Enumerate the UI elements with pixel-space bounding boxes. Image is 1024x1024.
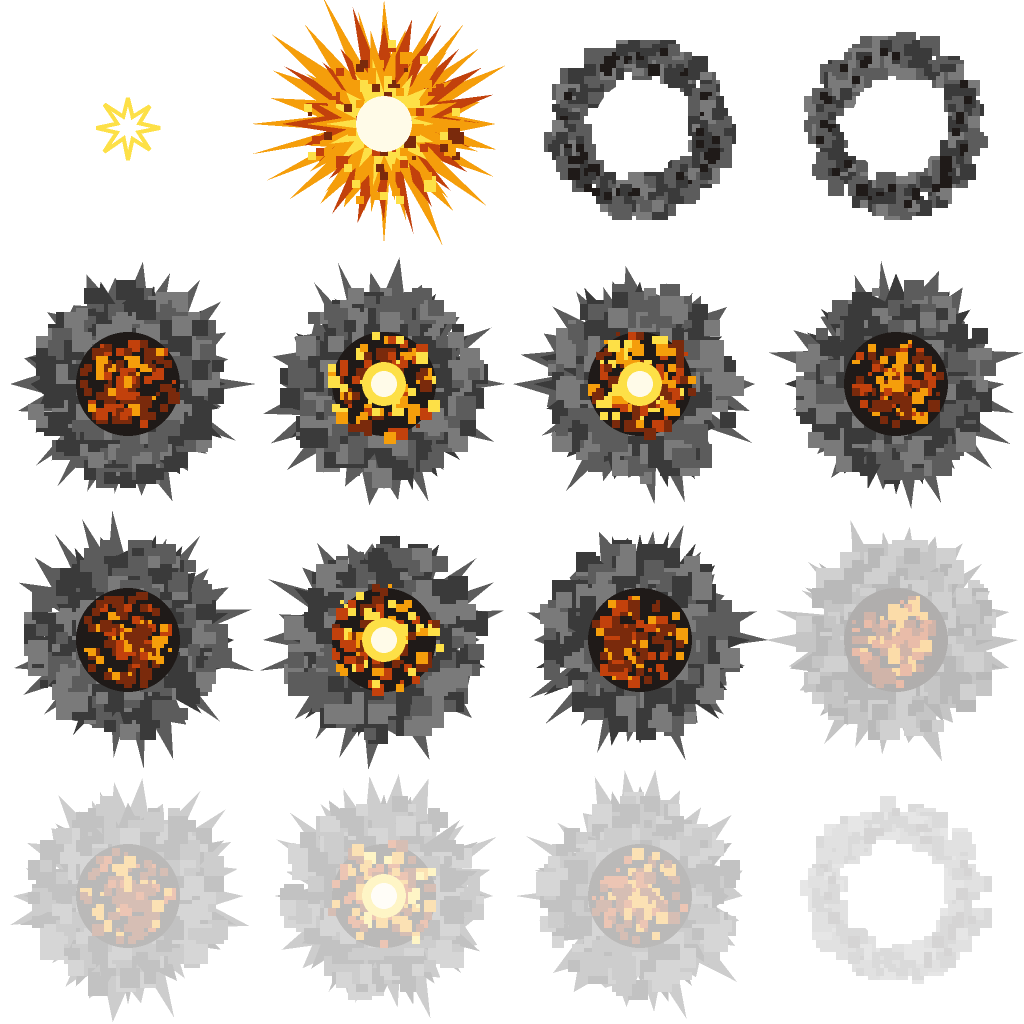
smoke-burst-icon (10, 778, 250, 1023)
explosion-frame (256, 768, 512, 1024)
explosion-frame (256, 256, 512, 512)
explosion-frame (512, 0, 768, 256)
smoke-burst-icon (515, 769, 743, 1019)
smoke-burst-icon (259, 535, 505, 770)
smoke-burst-icon (274, 774, 497, 1019)
explosion-frame (0, 256, 256, 512)
explosion-frame (512, 512, 769, 768)
explosion-frame (512, 768, 768, 1024)
smoke-burst-icon (10, 261, 256, 502)
spark-star-icon (95, 97, 161, 161)
smoke-burst-icon (527, 524, 769, 761)
fireball-icon (250, 0, 506, 247)
explosion-frame (0, 768, 256, 1024)
explosion-frame (250, 0, 512, 256)
explosion-frame (768, 768, 1024, 1024)
smoke-ring-icon (800, 796, 992, 984)
smoke-ring-icon (544, 40, 736, 220)
explosion-frame (512, 256, 768, 512)
explosion-frame (256, 512, 512, 770)
smoke-burst-icon (14, 510, 255, 770)
spark-star-shape (95, 97, 161, 161)
explosion-frame (0, 0, 256, 256)
explosion-frame (0, 510, 256, 770)
explosion-frame (768, 0, 1024, 256)
explosion-frame (765, 512, 1024, 768)
smoke-burst-icon (768, 260, 1024, 509)
smoke-burst-icon (263, 257, 506, 506)
smoke-burst-icon (765, 519, 1018, 762)
smoke-burst-icon (512, 266, 755, 505)
explosion-frame (768, 256, 1024, 512)
smoke-ring-icon (804, 32, 988, 220)
